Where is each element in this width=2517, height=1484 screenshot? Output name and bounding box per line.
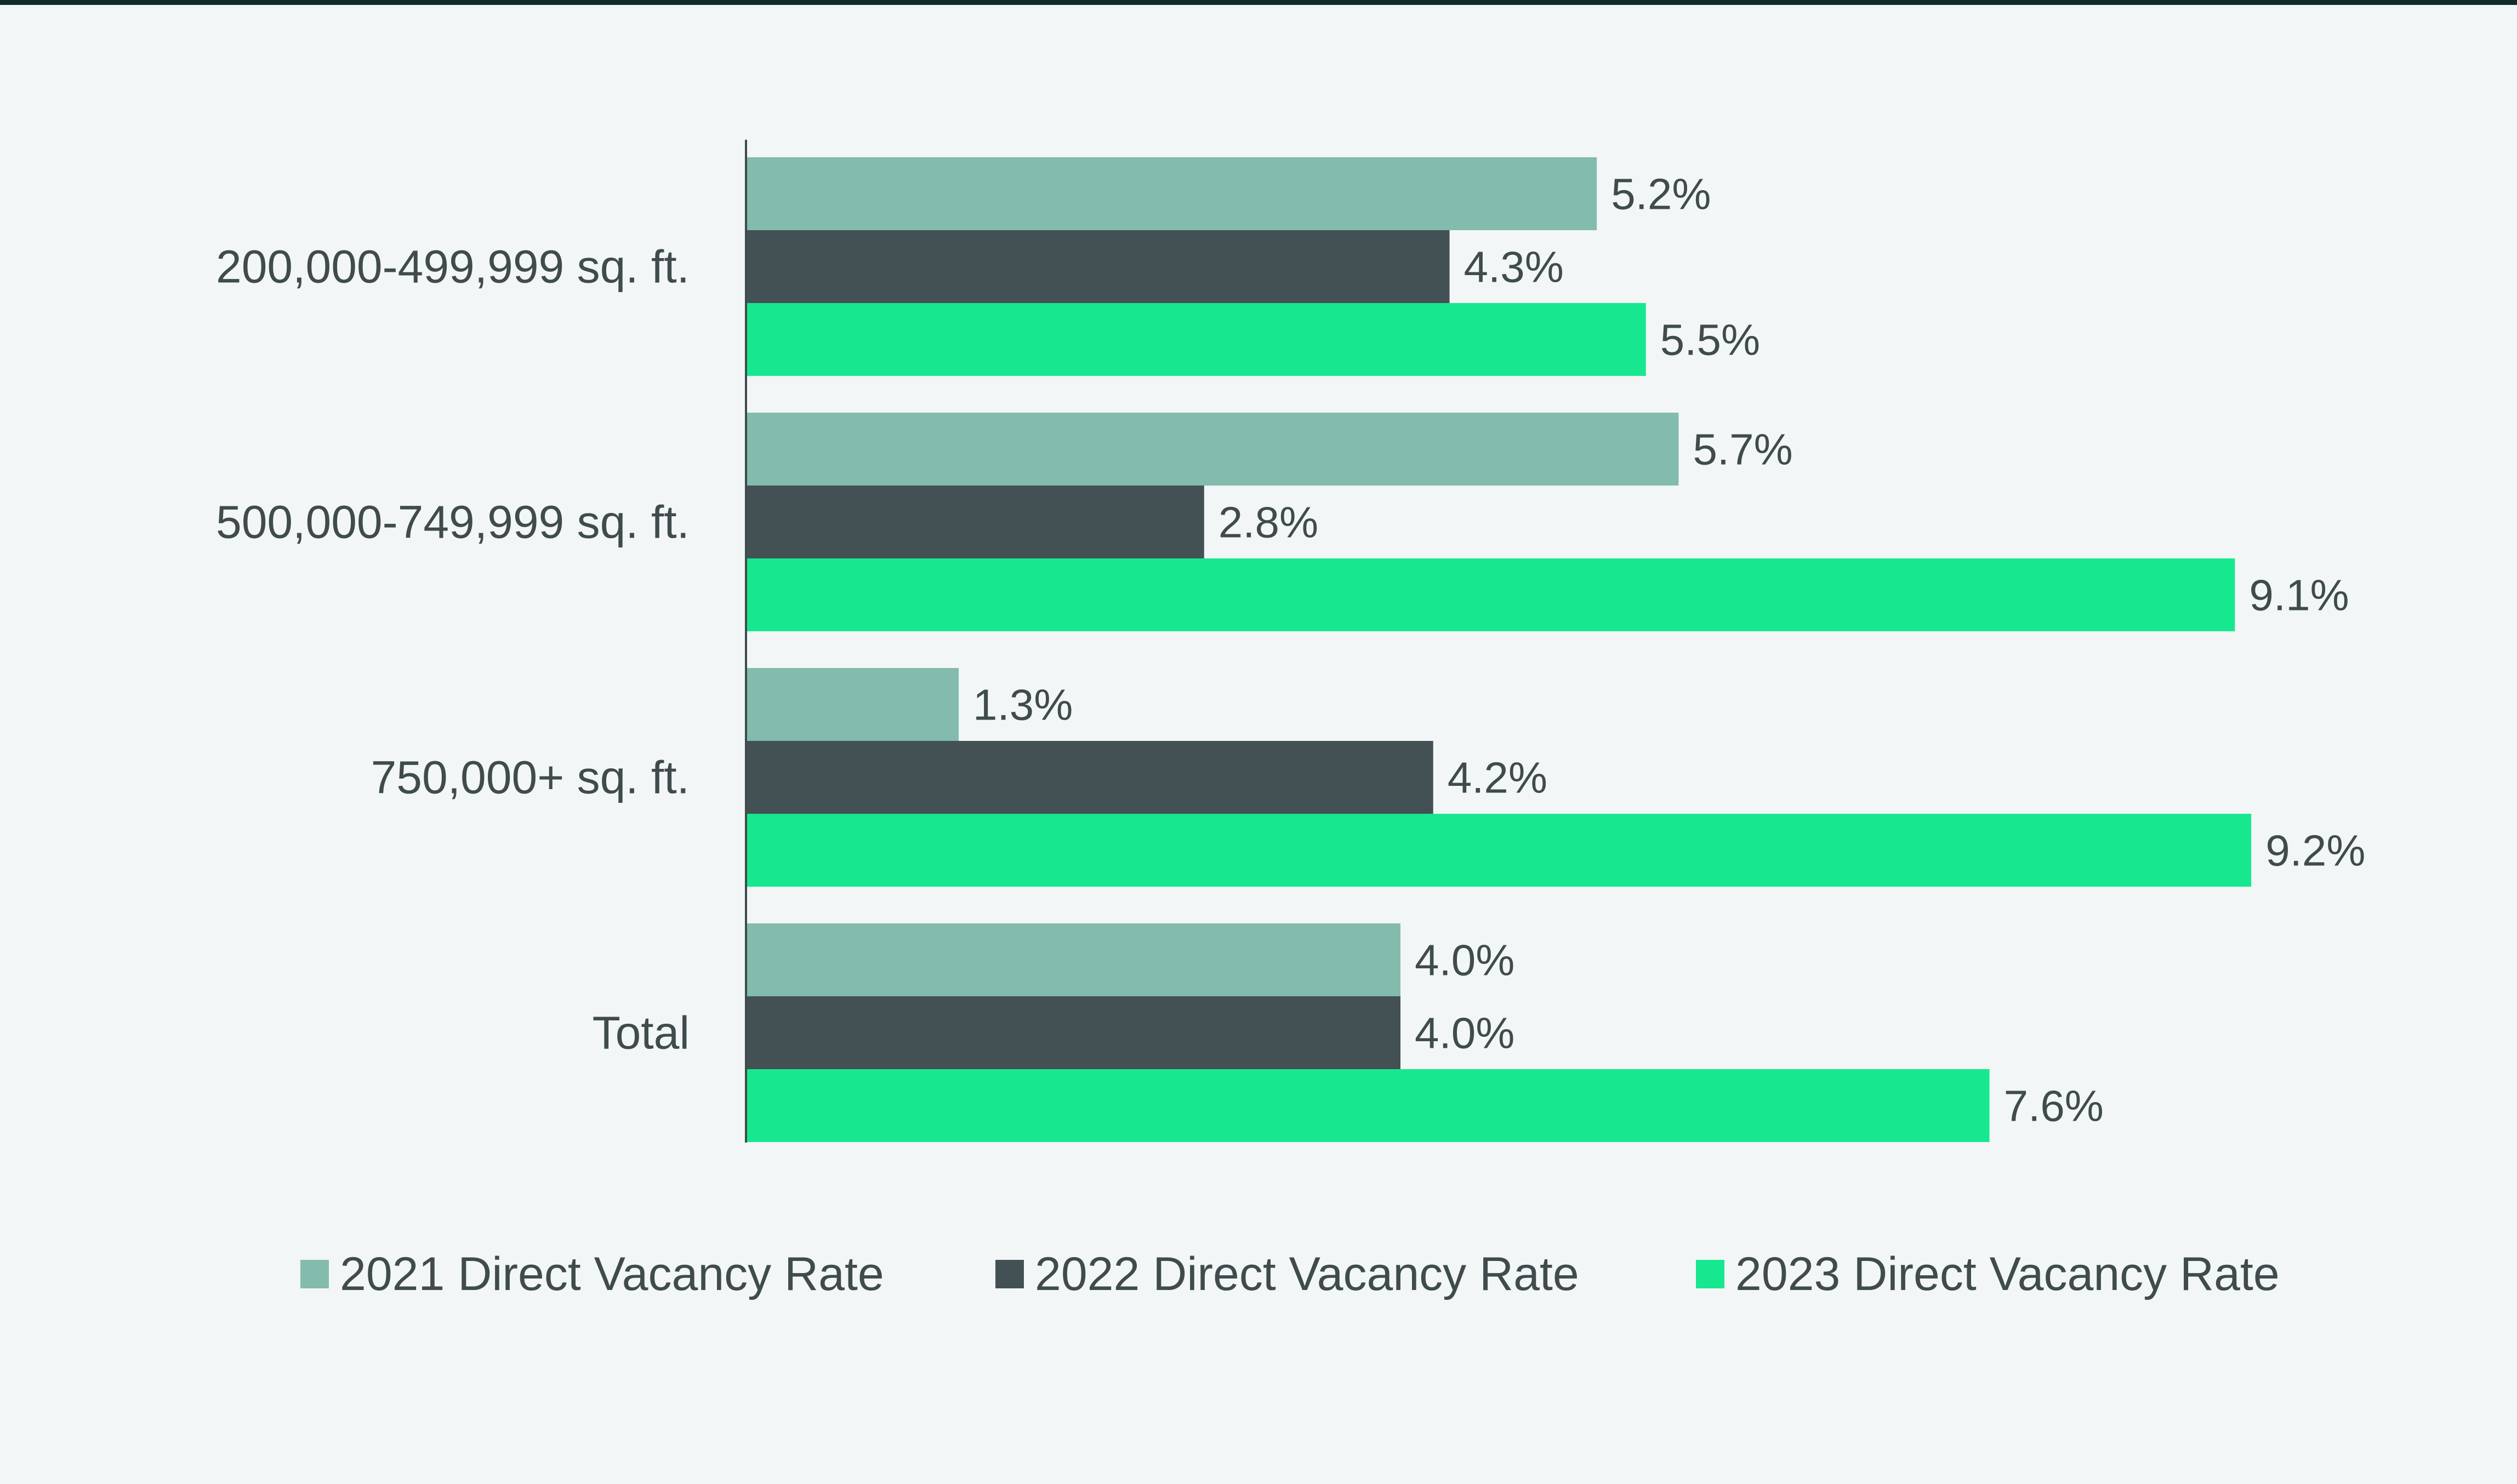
data-label: 4.0% [1415,1009,1514,1058]
top-rule [0,0,2517,5]
bar-2023-0 [746,303,1646,376]
data-label: 9.1% [2249,571,2349,620]
data-label: 2.8% [1218,498,1318,547]
legend-label-2023: 2023 Direct Vacancy Rate [1735,1247,2280,1300]
bar-2021-1 [746,413,1679,486]
data-label: 5.7% [1693,425,1792,474]
legend-label-2021: 2021 Direct Vacancy Rate [340,1247,884,1300]
legend-swatch-2021 [300,1260,329,1288]
bar-2021-0 [746,157,1597,230]
bar-2023-2 [746,814,2252,887]
category-label: Total [593,1007,690,1059]
data-label: 4.3% [1464,243,1564,292]
legend-item-2022: 2022 Direct Vacancy Rate [995,1244,1579,1304]
category-label: 750,000+ sq. ft. [371,752,690,803]
data-label: 1.3% [973,681,1073,729]
data-label: 4.0% [1415,936,1514,985]
data-label: 5.2% [1611,170,1711,219]
legend-item-2023: 2023 Direct Vacancy Rate [1696,1244,2280,1304]
bar-2021-3 [746,923,1400,996]
bar-2022-0 [746,230,1450,303]
data-label: 9.2% [2265,826,2365,875]
bar-2022-3 [746,996,1400,1069]
data-label: 7.6% [2004,1082,2104,1131]
legend: 2021 Direct Vacancy Rate 2022 Direct Vac… [0,1244,2517,1304]
legend-item-2021: 2021 Direct Vacancy Rate [300,1244,884,1304]
bar-2023-3 [746,1069,1990,1142]
category-label: 500,000-749,999 sq. ft. [216,496,690,548]
category-label: 200,000-499,999 sq. ft. [216,241,690,293]
bar-2021-2 [746,668,959,741]
legend-swatch-2023 [1696,1260,1724,1288]
data-label: 5.5% [1660,316,1760,364]
bar-2023-1 [746,558,2235,631]
data-label: 4.2% [1448,754,1547,802]
bar-2022-2 [746,741,1433,814]
bar-chart: 5.2% 4.3% 5.5% 200,000-499,999 sq. ft. 5.7% 2… [216,140,2366,1143]
legend-swatch-2022 [995,1260,1024,1288]
bar-2022-1 [746,486,1204,558]
legend-label-2022: 2022 Direct Vacancy Rate [1035,1247,1579,1300]
